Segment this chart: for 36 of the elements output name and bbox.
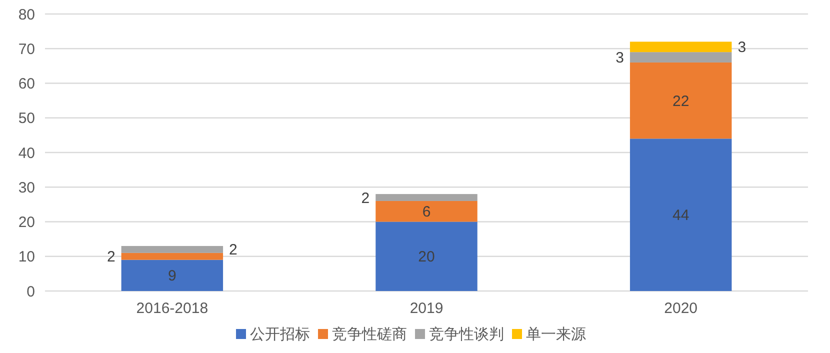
y-tick-label: 70 (18, 40, 35, 58)
y-tick-label: 10 (18, 248, 35, 266)
data-label: 6 (422, 204, 431, 221)
x-tick-label: 2020 (664, 300, 698, 317)
legend-label: 竞争性磋商 (332, 326, 407, 343)
y-tick-label: 80 (18, 6, 35, 24)
bar (376, 200, 478, 222)
data-label: 2 (106, 248, 116, 266)
bar (630, 42, 732, 52)
bar (630, 52, 732, 62)
legend-label: 单一来源 (526, 326, 586, 343)
data-label: 2 (361, 190, 370, 207)
bar (121, 246, 224, 253)
data-label: 20 (418, 248, 435, 266)
data-label: 3 (738, 39, 746, 56)
y-tick-label: 50 (18, 110, 35, 128)
data-label: 22 (672, 92, 690, 110)
x-tick-label: 2016-2018 (136, 300, 208, 317)
y-tick-label: 60 (18, 76, 35, 92)
data-label: 2 (229, 242, 238, 259)
data-label: 3 (616, 50, 624, 67)
y-tick-label: 30 (18, 179, 35, 196)
bar (376, 194, 478, 201)
bar (376, 222, 478, 291)
data-label: 9 (168, 268, 176, 285)
y-tick-label: 40 (18, 144, 35, 162)
data-label: 44 (672, 207, 690, 224)
bar (121, 252, 224, 260)
y-tick-label: 0 (26, 283, 35, 300)
legend-label: 竞争性谈判 (429, 326, 504, 343)
bar (630, 62, 732, 139)
y-tick-label: 20 (18, 214, 35, 231)
bar (121, 260, 224, 291)
legend-label: 公开招标 (250, 326, 310, 343)
bar (630, 138, 732, 291)
x-tick-label: 2019 (410, 300, 444, 317)
